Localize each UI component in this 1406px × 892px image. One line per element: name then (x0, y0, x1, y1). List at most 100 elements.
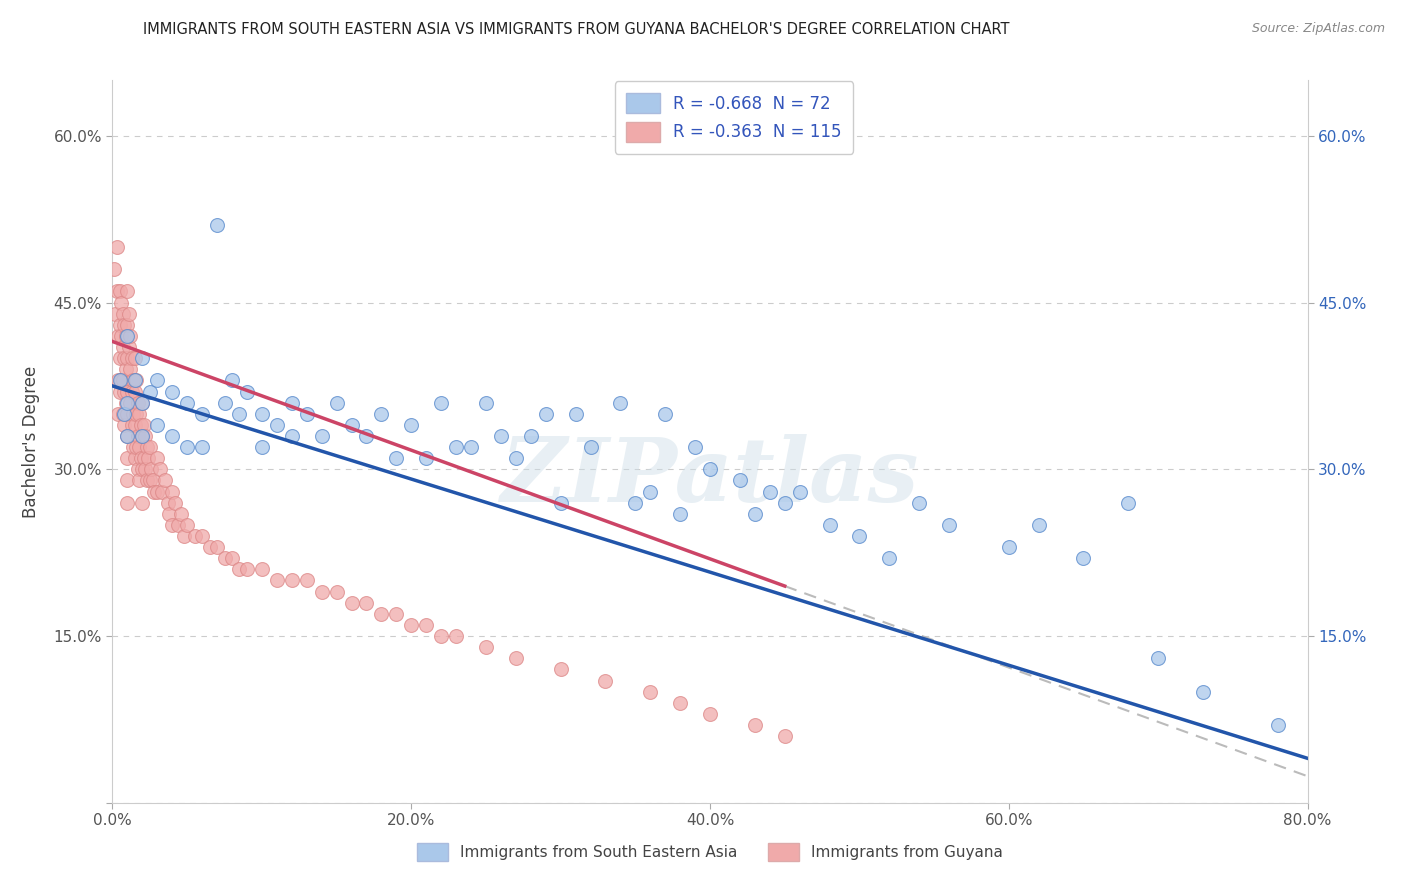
Point (124, 451, 146, 466)
Point (1028, 517, 1050, 532)
Point (1073, 551, 1095, 566)
Point (789, 484, 811, 499)
Point (669, 696, 692, 710)
Point (609, 395, 631, 409)
Point (135, 474, 157, 488)
Point (325, 584, 347, 599)
Point (699, 462, 721, 476)
Point (401, 618, 423, 632)
Point (108, 318, 131, 332)
Point (134, 462, 156, 476)
Point (110, 373, 132, 387)
Point (131, 429, 153, 443)
Point (430, 395, 453, 409)
Point (683, 440, 706, 454)
Point (998, 540, 1021, 554)
Point (118, 340, 141, 354)
Point (191, 407, 214, 421)
Point (595, 673, 617, 688)
Point (114, 351, 135, 366)
Point (228, 407, 250, 421)
Point (281, 574, 304, 588)
Point (460, 440, 482, 454)
Point (127, 429, 149, 443)
Point (640, 684, 662, 698)
Text: IMMIGRANTS FROM SOUTH EASTERN ASIA VS IMMIGRANTS FROM GUYANA BACHELOR'S DEGREE C: IMMIGRANTS FROM SOUTH EASTERN ASIA VS IM… (143, 22, 1010, 37)
Point (475, 395, 498, 409)
Point (146, 451, 169, 466)
Point (108, 351, 131, 366)
Point (108, 373, 131, 387)
Point (550, 662, 572, 676)
Point (370, 407, 392, 421)
Point (117, 496, 139, 510)
Point (121, 351, 143, 366)
Point (134, 429, 156, 443)
Point (117, 285, 139, 299)
Point (744, 718, 766, 732)
Point (564, 407, 586, 421)
Point (132, 417, 155, 432)
Point (150, 484, 173, 499)
Point (131, 351, 153, 366)
Point (221, 373, 243, 387)
Point (105, 240, 128, 254)
Point (125, 407, 148, 421)
Point (550, 496, 572, 510)
Point (131, 496, 153, 510)
Point (111, 373, 134, 387)
Point (146, 484, 169, 499)
Point (107, 329, 129, 343)
Point (124, 351, 146, 366)
Point (122, 407, 145, 421)
Point (699, 706, 721, 721)
Point (879, 551, 901, 566)
Point (132, 451, 155, 466)
Point (142, 474, 165, 488)
Point (121, 384, 143, 399)
Point (111, 407, 134, 421)
Point (117, 318, 139, 332)
Point (198, 540, 221, 554)
Point (356, 596, 378, 610)
Point (162, 384, 183, 399)
Point (115, 362, 138, 376)
Point (129, 451, 152, 466)
Point (385, 607, 408, 621)
Point (295, 574, 318, 588)
Point (214, 395, 236, 409)
Point (157, 507, 180, 521)
Point (773, 729, 796, 743)
Point (311, 584, 333, 599)
Point (281, 429, 304, 443)
Point (415, 618, 437, 632)
Point (122, 373, 145, 387)
Text: Source: ZipAtlas.com: Source: ZipAtlas.com (1251, 22, 1385, 36)
Point (773, 496, 796, 510)
Point (415, 451, 437, 466)
Point (340, 596, 363, 610)
Point (105, 285, 128, 299)
Point (115, 395, 138, 409)
Point (176, 440, 198, 454)
Point (118, 307, 141, 321)
Point (1147, 651, 1170, 665)
Point (139, 474, 162, 488)
Point (117, 429, 139, 443)
Point (266, 417, 288, 432)
Point (117, 407, 139, 421)
Point (104, 307, 127, 321)
Point (128, 440, 150, 454)
Legend: Immigrants from South Eastern Asia, Immigrants from Guyana: Immigrants from South Eastern Asia, Immi… (411, 837, 1010, 867)
Point (818, 517, 841, 532)
Point (1267, 718, 1289, 732)
Point (228, 562, 250, 576)
Point (162, 429, 183, 443)
Point (108, 285, 131, 299)
Point (128, 407, 150, 421)
Point (173, 529, 195, 543)
Point (131, 395, 153, 409)
Point (1118, 496, 1140, 510)
Point (325, 395, 347, 409)
Point (124, 373, 146, 387)
